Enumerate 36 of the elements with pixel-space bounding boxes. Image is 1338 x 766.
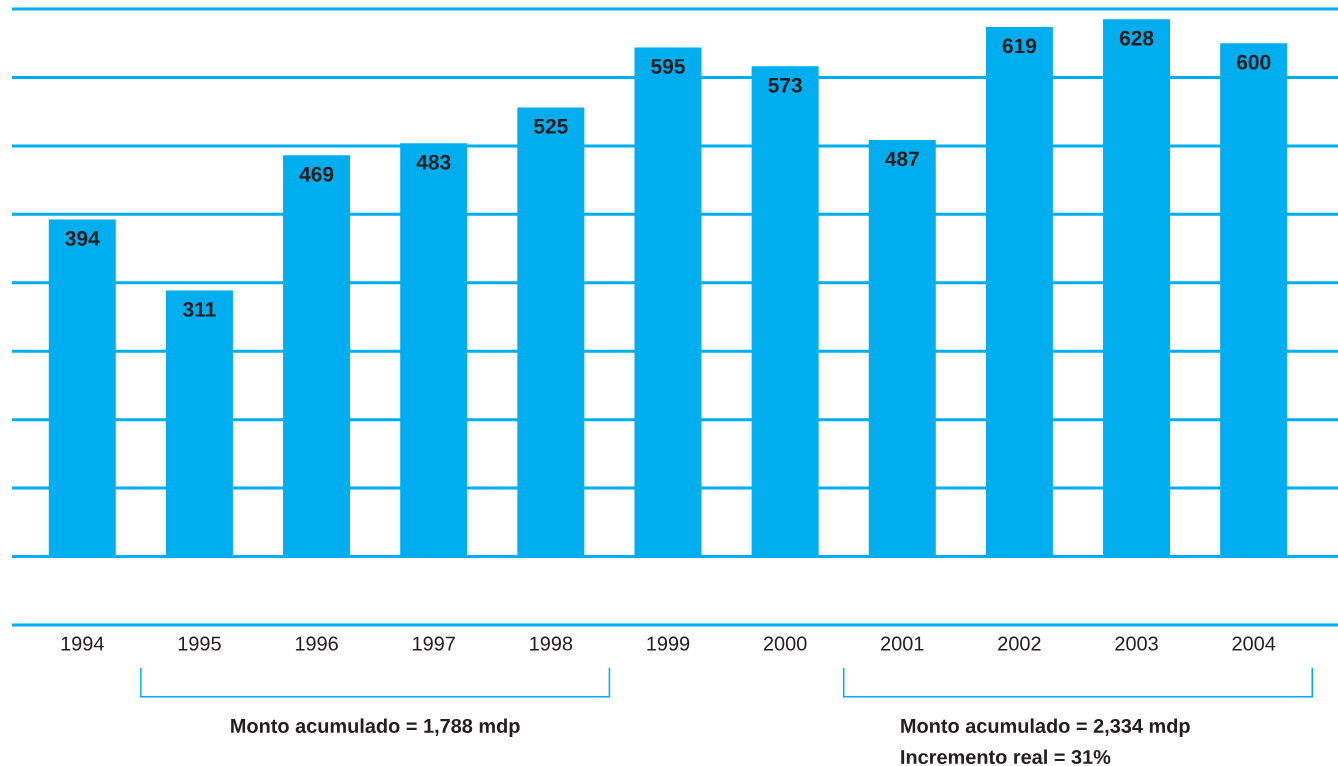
x-tick-label: 2004 [1232,636,1276,651]
bar [868,139,936,557]
data-label: 595 [651,59,685,74]
bar [751,66,819,557]
data-label: 469 [299,166,334,182]
data-label: 311 [183,301,216,317]
bar [48,219,116,557]
bar [634,47,702,557]
x-tick-label: 1994 [61,636,104,651]
x-tick-label: 1999 [647,636,690,651]
x-tick-label: 2002 [998,636,1041,651]
x-tick-label: 2000 [763,636,807,651]
x-tick-label: 2003 [1115,636,1158,651]
data-label: 573 [768,77,802,93]
x-tick-label: 1995 [178,636,221,651]
data-label: 628 [1119,30,1154,46]
bar [165,290,233,557]
text: Monto acumulado = 1,788 mdp [231,718,520,737]
bar [283,155,351,557]
x-tick-label: 2001 [881,636,924,651]
data-label: 487 [885,151,919,167]
text: Incremento real = 31% [901,749,1111,765]
data-label: 619 [1002,38,1037,54]
x-tick-label: 1998 [530,636,573,651]
data-label: 394 [65,230,100,246]
data-label: 483 [416,154,451,170]
data-label: 525 [534,118,568,134]
data-label: 600 [1237,54,1271,70]
x-tick-label: 1997 [413,636,455,651]
bar [985,26,1053,557]
bar [1103,19,1171,557]
text: Monto acumulado = 2,334 mdp [901,718,1190,737]
x-tick-label: 1996 [295,636,338,651]
bar [1220,43,1288,557]
bar [400,143,468,557]
bar [517,107,585,557]
